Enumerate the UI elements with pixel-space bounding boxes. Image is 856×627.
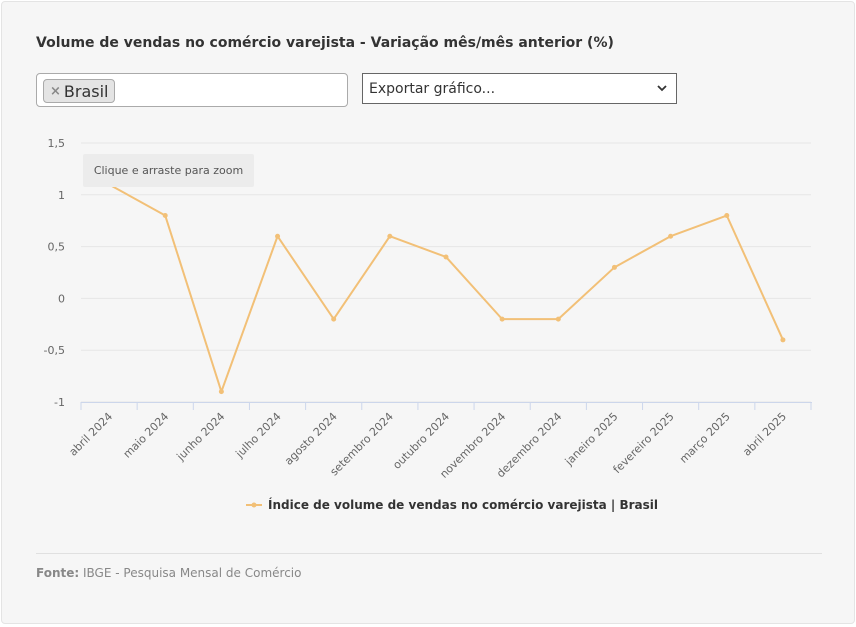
x-tick-label: maio 2024 [121,410,172,461]
y-tick-label: 0 [58,292,65,305]
data-point[interactable] [611,264,617,270]
divider [36,553,822,554]
x-tick-label: julho 2024 [233,410,284,461]
legend-item[interactable]: Índice de volume de vendas no comércio v… [246,496,658,514]
data-point[interactable] [387,233,393,239]
source-note: Fonte: IBGE - Pesquisa Mensal de Comérci… [36,566,301,580]
y-tick-label: 1,5 [48,137,66,150]
y-tick-label: 0,5 [48,241,66,254]
region-chip[interactable]: × Brasil [43,79,115,103]
legend-label: Índice de volume de vendas no comércio v… [268,498,658,512]
y-tick-label: 1 [58,189,65,202]
export-select-label: Exportar gráfico... [369,80,496,97]
chevron-down-icon [657,85,667,92]
data-point[interactable] [443,254,449,260]
region-select[interactable]: × Brasil [36,73,348,107]
zoom-hint: Clique e arraste para zoom [83,154,254,187]
x-tick-label: março 2025 [677,410,733,466]
data-point[interactable] [331,316,337,322]
x-tick-label: agosto 2024 [282,410,340,468]
x-tick-label: abril 2025 [740,410,789,459]
data-point[interactable] [218,389,224,395]
y-tick-label: -0,5 [44,344,65,357]
data-point[interactable] [780,337,786,343]
x-tick-label: outubro 2024 [390,410,452,472]
legend-marker-icon [246,502,262,508]
data-point[interactable] [555,316,561,322]
series-line[interactable] [108,183,784,393]
data-point[interactable] [499,316,505,322]
x-tick-label: janeiro 2025 [562,410,621,469]
remove-chip-icon[interactable]: × [50,83,61,99]
export-select[interactable]: Exportar gráfico... [362,73,677,104]
x-tick-label: fevereiro 2025 [611,410,677,476]
region-chip-label: Brasil [63,81,109,101]
x-tick-label: abril 2024 [67,410,116,459]
y-tick-label: -1 [54,396,65,409]
data-point[interactable] [668,233,674,239]
data-point[interactable] [162,213,168,219]
data-point[interactable] [275,233,281,239]
x-tick-label: junho 2024 [174,410,228,464]
chart-title: Volume de vendas no comércio varejista -… [36,35,614,51]
source-text: IBGE - Pesquisa Mensal de Comércio [83,566,302,580]
source-prefix: Fonte: [36,566,80,580]
data-point[interactable] [724,213,730,219]
